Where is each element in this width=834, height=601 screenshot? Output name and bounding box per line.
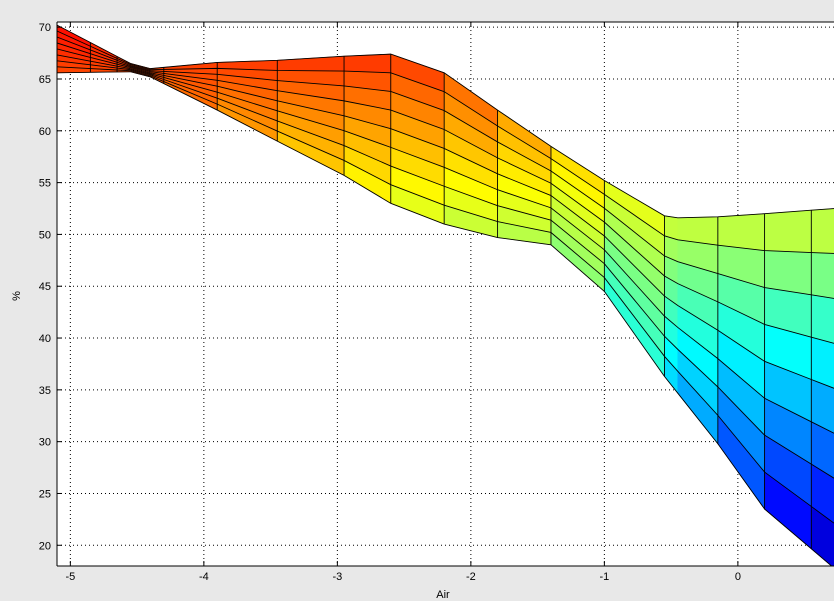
y-tick-label: 35: [39, 385, 51, 397]
mesh-line-row: [57, 42, 834, 344]
x-tick-label: 0: [735, 571, 741, 583]
y-axis-label: %: [11, 291, 23, 301]
x-tick-label: -3: [332, 571, 342, 583]
surface-face: [764, 209, 812, 253]
mesh-line-row: [57, 71, 833, 566]
surface-face: [811, 294, 834, 344]
x-tick-label: -5: [65, 571, 75, 583]
y-tick-label: 70: [39, 22, 51, 34]
y-tick-label: 60: [39, 126, 51, 138]
y-tick-label: 25: [39, 488, 51, 500]
surface-face: [811, 208, 834, 254]
x-tick-label: -4: [199, 571, 209, 583]
y-tick-label: 30: [39, 437, 51, 449]
mesh-line-row: [57, 48, 834, 389]
mesh-line-row: [57, 24, 834, 219]
y-tick-label: 65: [39, 74, 51, 86]
mesh-line-row: [57, 36, 834, 299]
y-tick-label: 55: [39, 178, 51, 190]
mesh-line-row: [57, 66, 834, 524]
mesh-line-row: [57, 60, 834, 479]
surface-face: [717, 213, 765, 251]
mesh-line-row: [57, 30, 834, 254]
y-tick-label: 50: [39, 229, 51, 241]
y-tick-label: 40: [39, 333, 51, 345]
mesh-line-row: [57, 54, 834, 434]
x-axis-label: Air: [436, 589, 450, 601]
x-tick-label: -1: [599, 571, 609, 583]
y-tick-label: 45: [39, 281, 51, 293]
axes: -5 -4 -3 -2 -1 0 20 25 30 35 40 45 50 55 60 65 70: [39, 21, 834, 583]
surface: [57, 24, 834, 566]
x-tick-label: -2: [466, 571, 476, 583]
surface-face: [343, 53, 392, 74]
y-tick-label: 20: [39, 540, 51, 552]
surface-face: [811, 252, 834, 299]
